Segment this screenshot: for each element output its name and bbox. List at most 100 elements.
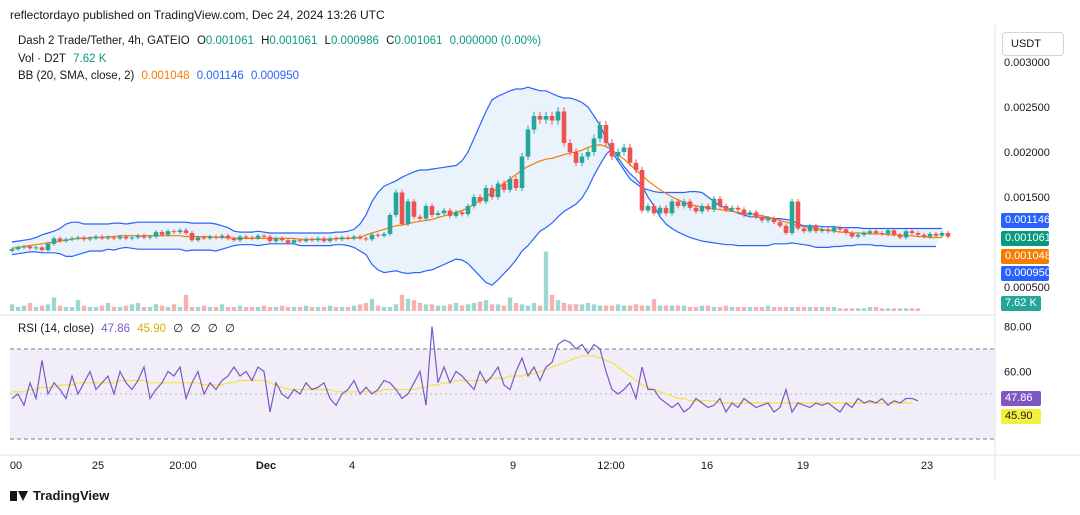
volume-bar (93, 306, 99, 311)
volume-bar (903, 308, 909, 311)
candle-body (273, 238, 279, 242)
volume-bar (303, 305, 309, 311)
candle-body (807, 225, 813, 232)
candle-body (903, 231, 909, 238)
candle-body (225, 235, 231, 239)
candle-body (351, 236, 357, 239)
candle-body (477, 197, 483, 202)
volume-bar (459, 305, 465, 311)
candle-body (465, 206, 471, 215)
price-tag: 0.001146 (1001, 213, 1050, 228)
price-tag: 0.000950 (1001, 266, 1051, 281)
volume-bar (849, 308, 855, 311)
candle-body (933, 233, 939, 236)
candle-body (213, 236, 219, 238)
volume-bar (825, 306, 831, 311)
volume-bar (321, 306, 327, 311)
candle-body (165, 231, 171, 235)
volume-bar (495, 304, 501, 312)
candle-body (597, 125, 603, 139)
volume-bar (441, 305, 447, 311)
volume-bar (69, 306, 75, 311)
candle-body (795, 201, 801, 229)
price-axis-label: 0.000500 (1004, 282, 1050, 294)
candle-body (135, 235, 141, 238)
high-value: 0.001061 (269, 35, 318, 47)
candle-body (453, 212, 459, 216)
candle-body (219, 235, 225, 238)
candle-body (759, 216, 765, 221)
candle-body (207, 236, 213, 239)
candle-body (567, 143, 573, 152)
volume-label: Vol · D2T (18, 53, 66, 65)
volume-bar (783, 306, 789, 311)
tradingview-logo-icon (10, 490, 28, 502)
volume-bar (513, 302, 519, 311)
currency-button[interactable]: USDT (1002, 32, 1064, 56)
candle-body (345, 237, 351, 239)
volume-legend: Vol · D2T 7.62 K (18, 53, 110, 65)
candle-body (147, 236, 153, 238)
candle-body (699, 206, 705, 212)
volume-bar (699, 305, 705, 311)
rsi-legend: RSI (14, close) 47.86 45.90 ∅ ∅ ∅ ∅ (18, 321, 239, 335)
candle-body (279, 238, 285, 241)
candle-body (639, 170, 645, 211)
volume-bar (507, 297, 513, 311)
volume-bar (591, 304, 597, 312)
volume-bar (747, 306, 753, 311)
candle-body (915, 233, 921, 235)
candle-body (495, 183, 501, 197)
volume-bar (579, 304, 585, 312)
time-axis-label: 00 (10, 460, 22, 472)
candle-body (45, 243, 51, 251)
volume-bar (567, 304, 573, 312)
candle-body (309, 239, 315, 241)
candle-body (825, 229, 831, 232)
candle-body (99, 236, 105, 239)
candle-body (729, 207, 735, 210)
volume-bar (729, 306, 735, 311)
candle-body (819, 229, 825, 232)
candle-body (483, 188, 489, 202)
bb-legend: BB (20, SMA, close, 2) 0.001048 0.001146… (18, 70, 303, 82)
volume-bar (135, 302, 141, 311)
volume-bar (417, 302, 423, 311)
candle-body (159, 232, 165, 235)
tradingview-footer: TradingView (10, 488, 109, 503)
volume-bar (123, 305, 129, 311)
candle-body (645, 206, 651, 211)
volume-bar (141, 306, 147, 311)
volume-bar (39, 305, 45, 311)
volume-value: 7.62 K (73, 53, 107, 65)
candle-body (363, 238, 369, 240)
candle-body (723, 206, 729, 210)
volume-bar (765, 305, 771, 311)
rsi-label: RSI (14, close) (18, 323, 95, 335)
volume-bar (543, 251, 549, 311)
volume-bar (693, 306, 699, 311)
candle-body (855, 234, 861, 237)
candle-body (945, 233, 951, 237)
time-axis-label: 4 (349, 460, 355, 472)
volume-bar (105, 302, 111, 311)
candle-body (939, 233, 945, 236)
candle-body (255, 235, 261, 239)
volume-bar (447, 304, 453, 312)
candle-body (105, 237, 111, 239)
volume-bar (501, 305, 507, 311)
candle-body (891, 230, 897, 235)
volume-bar (861, 308, 867, 311)
volume-bar (159, 305, 165, 311)
bb-lower-value: 0.000950 (251, 70, 299, 82)
volume-bar (771, 306, 777, 311)
volume-bar (27, 302, 33, 311)
volume-bar (111, 306, 117, 311)
volume-tag: 7.62 K (1001, 296, 1041, 311)
rsi-tag: 45.90 (1001, 409, 1041, 424)
candle-body (57, 238, 63, 242)
volume-bar (213, 306, 219, 311)
volume-bar (915, 308, 921, 311)
volume-bar (351, 305, 357, 311)
